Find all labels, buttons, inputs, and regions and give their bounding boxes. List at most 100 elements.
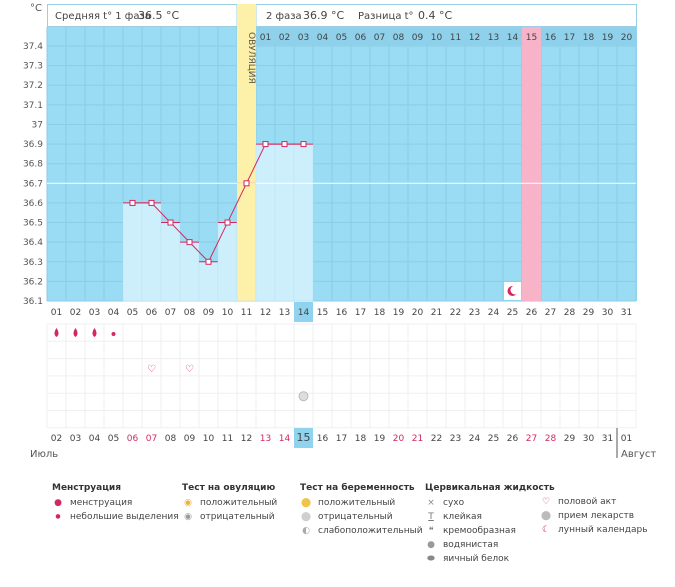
phase2-day-cell [522, 27, 541, 46]
phase2-day-label: 05 [336, 33, 347, 43]
temperature-bar [236, 183, 257, 302]
white-circle-icon: ⬤ [300, 512, 312, 522]
pink-day-band [522, 27, 541, 301]
unit-label: °C [30, 3, 42, 14]
y-tick-label: 37.2 [23, 81, 43, 91]
legend-pregnancy-test: Тест на беременность ⬤ положительный ⬤ отр… [300, 481, 423, 538]
phase2-label: 2 фаза [266, 11, 302, 22]
date-label: 08 [165, 434, 177, 444]
date-label: 14 [279, 434, 291, 444]
legend-other-item: лунный календарь [558, 525, 648, 535]
phase2-value: 36.9 °C [303, 9, 344, 22]
cycle-day-label: 25 [507, 308, 518, 318]
date-label: 05 [108, 434, 119, 444]
cycle-day-label: 27 [545, 308, 556, 318]
date-label: 24 [469, 434, 481, 444]
legend-pregnancy-item: слабоположительный [318, 526, 423, 536]
legend-cervical-title: Цервикальная жидкость [425, 483, 555, 493]
legend-ovulation-title: Тест на овуляцию [182, 483, 276, 493]
temperature-point [300, 141, 307, 148]
yellow-circle-icon: ⬤ [300, 498, 312, 508]
phase2-day-cell [465, 27, 484, 46]
cycle-day-label: 07 [165, 308, 176, 318]
temperature-point [129, 199, 136, 206]
phase2-day-label: 18 [583, 33, 595, 43]
temperature-point [205, 258, 212, 265]
phase2-day-cell [256, 27, 275, 46]
phase2-day-cell [598, 27, 617, 46]
cycle-day-label: 12 [260, 308, 271, 318]
diff-value: 0.4 °C [418, 9, 452, 22]
phase2-day-label: 10 [431, 33, 443, 43]
date-label: 07 [146, 434, 157, 444]
cycle-day-label: 18 [374, 308, 386, 318]
phase2-day-cell [541, 27, 560, 46]
month-end-label: Август [621, 449, 656, 460]
temperature-point [243, 180, 250, 187]
phase2-day-cell [351, 27, 370, 46]
temperature-point [186, 239, 193, 246]
y-tick-label: 36.3 [23, 258, 43, 268]
date-label: 10 [203, 434, 215, 444]
y-tick-label: 36.1 [23, 297, 43, 307]
y-tick-label: 36.5 [23, 219, 43, 229]
legend-cervical-item: водянистая [443, 540, 499, 550]
temperature-bar [217, 222, 238, 302]
water-drop-icon: ● [427, 540, 435, 550]
y-tick-label: 37 [32, 120, 43, 130]
grey-circle-icon: ◉ [184, 512, 192, 522]
date-label: 06 [127, 434, 139, 444]
cycle-day-label: 30 [602, 308, 614, 318]
phase2-day-label: 19 [602, 33, 614, 43]
date-label: 18 [355, 434, 367, 444]
cycle-day-label: 23 [469, 308, 480, 318]
date-label: 21 [412, 434, 423, 444]
phase2-day-cell [294, 27, 313, 46]
date-label: 13 [260, 434, 271, 444]
cycle-day-label: 13 [279, 308, 290, 318]
phase2-day-label: 11 [450, 33, 461, 43]
drop-icon [73, 328, 78, 337]
legend-menstruation-item: небольшие выделения [70, 512, 179, 522]
date-label: 17 [336, 434, 347, 444]
phase2-day-label: 20 [621, 33, 633, 43]
moon-icon-cutout [510, 285, 520, 295]
cycle-day-label: 15 [317, 308, 328, 318]
legend-pregnancy-title: Тест на беременность [300, 483, 415, 493]
phase2-day-label: 07 [374, 33, 385, 43]
phase2-day-label: 04 [317, 33, 329, 43]
temperature-bar [274, 143, 295, 302]
phase2-day-cell [484, 27, 503, 46]
cycle-day-label: 03 [89, 308, 100, 318]
phase2-day-label: 12 [469, 33, 480, 43]
phase2-day-cell [332, 27, 351, 46]
legend-cervical-item: сухо [443, 498, 465, 508]
phase2-day-label: 16 [545, 33, 557, 43]
t-icon: T [428, 512, 434, 522]
y-tick-label: 36.7 [23, 179, 43, 189]
temperature-point [281, 141, 288, 148]
heart-icon: ♡ [185, 364, 194, 375]
phase1-value: 36.5 °C [138, 9, 179, 22]
legend-pregnancy-item: положительный [318, 498, 396, 508]
cycle-day-label: 26 [526, 308, 538, 318]
date-label: 25 [488, 434, 499, 444]
cycle-day-label: 14 [298, 308, 310, 318]
date-label: 28 [545, 434, 557, 444]
legend-cervical-item: клейкая [443, 512, 482, 522]
temperature-point [148, 199, 155, 206]
cycle-day-label: 29 [583, 308, 595, 318]
temperature-bar [141, 202, 162, 302]
date-label: 12 [241, 434, 252, 444]
cycle-day-label: 20 [412, 308, 424, 318]
temperature-point [262, 141, 269, 148]
phase2-day-cell [370, 27, 389, 46]
highlight-day-cell [294, 302, 313, 322]
pregnancy-test-icon [298, 391, 309, 402]
cycle-day-label: 05 [127, 308, 138, 318]
date-label: 23 [450, 434, 461, 444]
phase2-day-label: 17 [564, 33, 575, 43]
y-tick-label: 36.9 [23, 140, 43, 150]
phase2-day-cell [408, 27, 427, 46]
egg-white-icon: ⬬ [427, 554, 435, 564]
